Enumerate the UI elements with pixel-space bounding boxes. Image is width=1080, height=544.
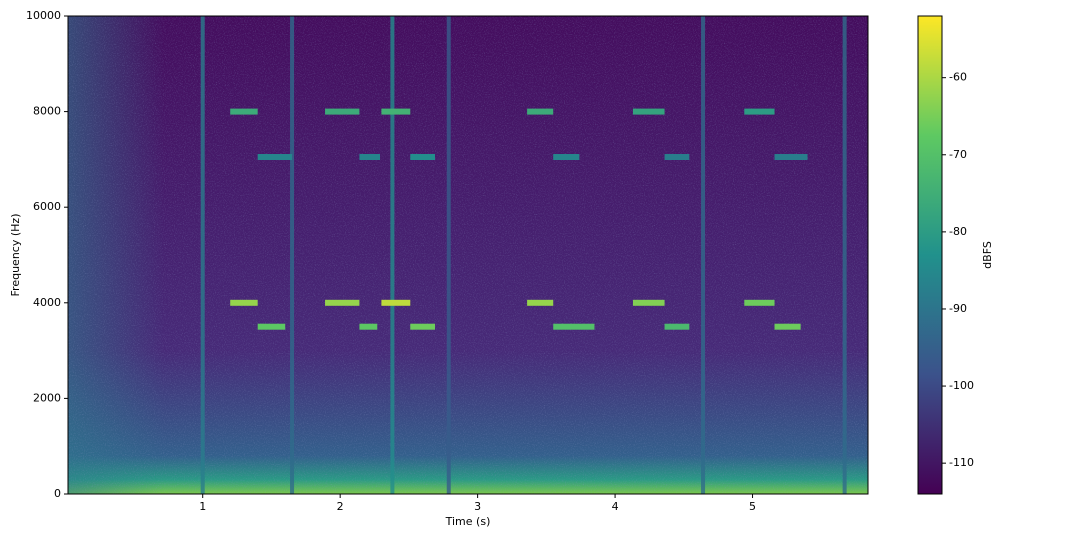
tone: [325, 108, 360, 115]
tone: [664, 323, 690, 330]
colorbar-tick-label: -110: [949, 456, 974, 469]
tone: [632, 108, 665, 115]
plot-area: [68, 16, 868, 494]
colorbar-tick-label: -60: [949, 71, 967, 84]
transient: [200, 16, 205, 494]
y-tick-label: 2000: [33, 391, 61, 404]
x-tick-label: 4: [612, 500, 619, 513]
y-tick-label: 10000: [26, 9, 61, 22]
tone: [230, 108, 258, 115]
colorbar: [917, 15, 943, 495]
tone: [774, 154, 808, 161]
transient: [290, 16, 295, 494]
y-tick-label: 0: [54, 487, 61, 500]
tone: [381, 108, 411, 115]
tone: [359, 154, 381, 161]
x-tick-label: 1: [199, 500, 206, 513]
x-tick-label: 5: [749, 500, 756, 513]
axes-frame: [67, 15, 869, 495]
tone: [230, 299, 258, 306]
colorbar-tick-label: -90: [949, 302, 967, 315]
y-axis-label: Frequency (Hz): [9, 214, 22, 297]
colorbar-tick-label: -100: [949, 379, 974, 392]
x-axis-label: Time (s): [445, 515, 491, 528]
tone: [553, 154, 580, 161]
colorbar-label: dBFS: [981, 241, 994, 269]
y-tick-label: 4000: [33, 296, 61, 309]
x-tick-label: 2: [337, 500, 344, 513]
tone: [381, 299, 411, 306]
x-tick-label: 3: [474, 500, 481, 513]
tone: [325, 299, 360, 306]
tone: [527, 108, 554, 115]
tone: [257, 323, 286, 330]
noise: [68, 16, 868, 494]
tone: [744, 108, 775, 115]
tone: [553, 323, 595, 330]
transient: [390, 16, 395, 494]
colorbar-tick-label: -70: [949, 148, 967, 161]
tone: [410, 154, 436, 161]
tone: [744, 299, 775, 306]
transient: [842, 16, 847, 494]
tone: [410, 323, 436, 330]
tone: [774, 323, 801, 330]
tone: [257, 154, 293, 161]
tone: [527, 299, 554, 306]
colorbar-tick-label: -80: [949, 225, 967, 238]
transient: [701, 16, 706, 494]
tone: [632, 299, 665, 306]
y-tick-label: 8000: [33, 105, 61, 118]
tone: [359, 323, 378, 330]
tone: [664, 154, 690, 161]
y-tick-label: 6000: [33, 200, 61, 213]
transient: [446, 16, 451, 494]
